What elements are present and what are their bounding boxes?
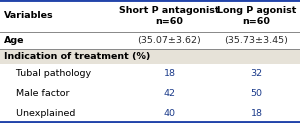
Text: Tubal pathology: Tubal pathology [4,69,91,78]
Text: 50: 50 [250,89,262,98]
Text: (35.73±3.45): (35.73±3.45) [225,36,288,45]
Bar [0,49,300,64]
Bar [0,64,300,84]
Text: Indication of treatment (%): Indication of treatment (%) [4,52,150,61]
Bar [0,32,300,49]
Text: 18: 18 [164,69,175,78]
Bar [0,103,300,123]
Text: 40: 40 [164,109,175,118]
Text: Male factor: Male factor [4,89,69,98]
Text: Long P agonist
n=60: Long P agonist n=60 [217,6,296,26]
Text: Unexplained: Unexplained [4,109,75,118]
Text: 18: 18 [250,109,262,118]
Text: 42: 42 [164,89,175,98]
Text: 32: 32 [250,69,262,78]
Text: Age: Age [4,36,24,45]
Bar [0,32,300,64]
Text: (35.07±3.62): (35.07±3.62) [138,36,201,45]
Bar [0,84,300,103]
Text: Short P antagonist
n=60: Short P antagonist n=60 [119,6,220,26]
Text: Variables: Variables [4,11,53,21]
